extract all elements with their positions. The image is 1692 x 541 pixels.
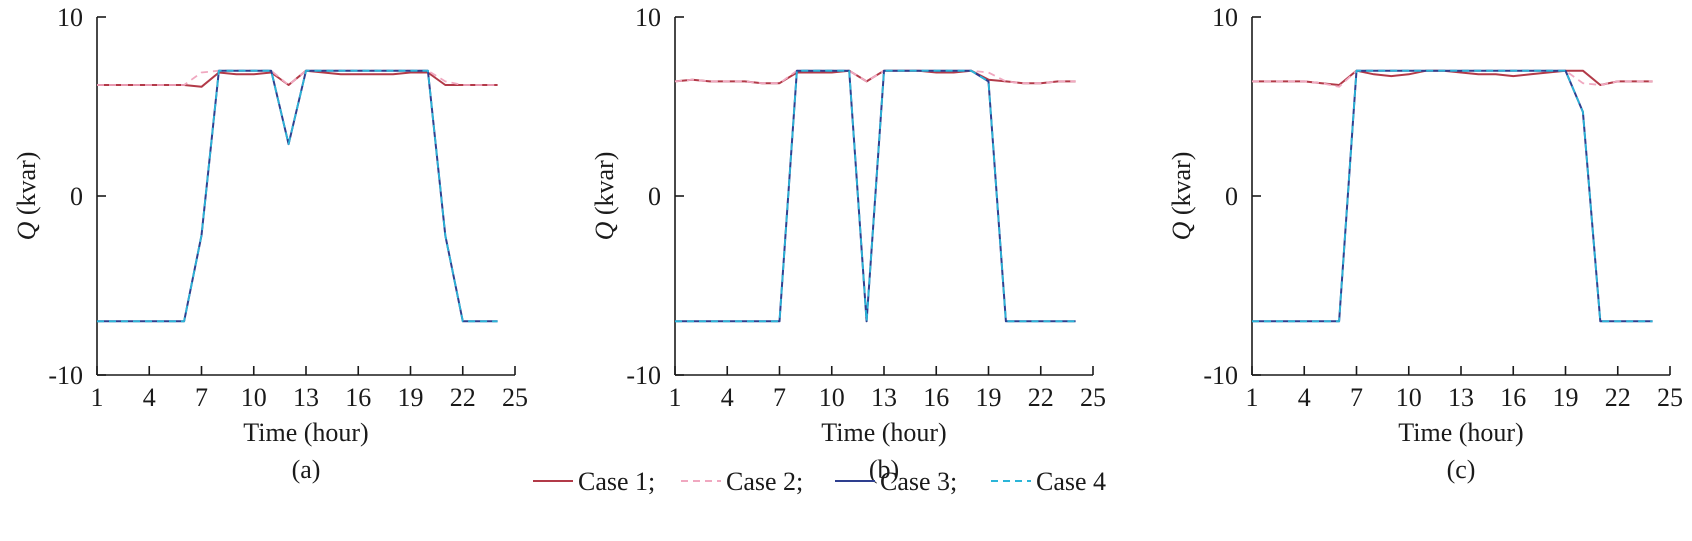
y-tick-label: 10: [1212, 3, 1238, 32]
series-line: [674, 69, 1076, 85]
chart-panel: -10 0 10 1 4 7 10 13 16 19 22 25 Time (hour) Q (kvar)…: [12, 3, 528, 484]
x-axis-label: Time (hour): [243, 418, 368, 447]
x-tick-label: 16: [923, 383, 949, 412]
chart-panel: -10 0 10 1 4 7 10 13 16 19 22 25 Time (hour) Q (kvar)…: [1167, 3, 1683, 484]
y-axis-unit: (kvar): [590, 152, 619, 222]
chart-panel: -10 0 10 1 4 7 10 13 16 19 22 25 Time (hour) Q (kvar)…: [590, 3, 1106, 484]
x-tick-label: 7: [195, 383, 208, 412]
series-line: [675, 69, 1076, 323]
x-axis-label: Time (hour): [821, 418, 946, 447]
y-tick-label: 10: [57, 3, 83, 32]
x-tick-label: 4: [1298, 383, 1311, 412]
y-axis-unit: (kvar): [1167, 152, 1196, 222]
legend-label: Case 2;: [726, 467, 803, 496]
x-tick-label: 19: [976, 383, 1002, 412]
y-axis-variable: Q: [590, 221, 619, 240]
panel-label: (c): [1447, 455, 1476, 484]
x-tick-label: 13: [293, 383, 319, 412]
x-tick-label: 19: [1553, 383, 1579, 412]
x-tick-label: 10: [1396, 383, 1422, 412]
series-line: [97, 69, 498, 323]
x-tick-label: 10: [819, 383, 845, 412]
legend-entry: Case 1;: [533, 467, 655, 496]
x-tick-label: 25: [1657, 383, 1683, 412]
panel-label: (a): [292, 455, 321, 484]
legend-entry: Case 3;: [835, 467, 957, 496]
x-tick-label: 7: [1350, 383, 1363, 412]
x-tick-label: 16: [345, 383, 371, 412]
panel-label: (b): [869, 455, 899, 484]
x-tick-label: 7: [773, 383, 786, 412]
legend-label: Case 4: [1036, 467, 1106, 496]
x-axis-label: Time (hour): [1398, 418, 1523, 447]
y-tick-label: -10: [48, 361, 83, 390]
x-tick-label: 19: [398, 383, 424, 412]
x-tick-label: 1: [1246, 383, 1259, 412]
y-tick-label: 0: [70, 182, 83, 211]
y-tick-label: 0: [648, 182, 661, 211]
series-line: [1252, 69, 1653, 323]
x-tick-label: 4: [721, 383, 734, 412]
legend-entry: Case 4: [991, 467, 1106, 496]
series-line: [97, 69, 498, 86]
x-tick-label: 13: [871, 383, 897, 412]
legend-entry: Case 2;: [681, 467, 803, 496]
x-tick-label: 22: [1605, 383, 1631, 412]
x-tick-label: 25: [1080, 383, 1106, 412]
y-tick-label: -10: [626, 361, 661, 390]
legend: Case 1; Case 2; Case 3; Case 4: [533, 467, 1106, 496]
x-tick-label: 4: [143, 383, 156, 412]
legend-label: Case 3;: [880, 467, 957, 496]
x-tick-label: 13: [1448, 383, 1474, 412]
x-tick-label: 16: [1500, 383, 1526, 412]
y-tick-label: 10: [635, 3, 661, 32]
x-tick-label: 22: [1028, 383, 1054, 412]
x-tick-label: 1: [91, 383, 104, 412]
y-axis-label: Q (kvar): [590, 152, 619, 241]
x-tick-label: 22: [450, 383, 476, 412]
y-axis-label: Q (kvar): [12, 152, 41, 241]
y-axis-unit: (kvar): [12, 152, 41, 222]
y-tick-label: 0: [1225, 182, 1238, 211]
series-line: [1252, 69, 1653, 323]
x-tick-label: 25: [502, 383, 528, 412]
y-axis-label: Q (kvar): [1167, 152, 1196, 241]
y-axis-variable: Q: [12, 221, 41, 240]
y-tick-label: -10: [1203, 361, 1238, 390]
y-axis-variable: Q: [1167, 221, 1196, 240]
x-tick-label: 1: [669, 383, 682, 412]
x-tick-label: 10: [241, 383, 267, 412]
legend-label: Case 1;: [578, 467, 655, 496]
